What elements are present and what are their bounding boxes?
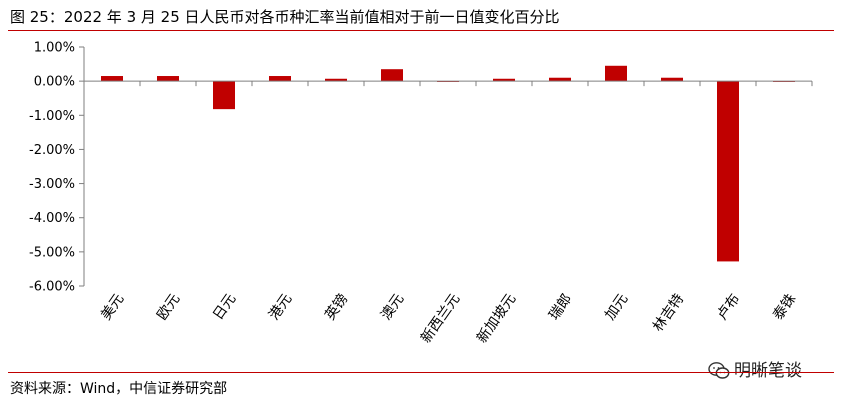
category-label: 澳元: [378, 291, 407, 323]
y-tick-label: 1.00%: [34, 41, 75, 56]
bar-12: [717, 81, 739, 262]
y-tick-label: -4.00%: [29, 211, 75, 226]
bar-9: [549, 77, 571, 82]
y-tick-label: -5.00%: [29, 245, 75, 260]
bar-5: [325, 78, 347, 82]
wechat-icon: [708, 362, 730, 379]
chart-title: 图 25：2022 年 3 月 25 日人民币对各币种汇率当前值相对于前一日值变…: [10, 8, 560, 26]
y-tick-label: 0.00%: [34, 75, 75, 90]
y-tick-label: -6.00%: [29, 280, 75, 295]
y-tick-label: -2.00%: [29, 143, 75, 158]
bar-chart: 1.00% 0.00% -1.00% -2.00% -3.00% -4.00% -5.00%…: [29, 41, 813, 346]
bar-6: [381, 69, 403, 82]
bar-11: [661, 77, 683, 82]
category-label: 新西兰元: [418, 291, 463, 346]
bar-4: [269, 76, 291, 82]
category-label: 新加坡元: [474, 291, 519, 346]
category-label: 卢布: [714, 291, 743, 323]
bar-3: [213, 81, 235, 110]
bar-8: [493, 78, 515, 82]
bar-10: [605, 65, 627, 82]
category-label: 美元: [98, 291, 127, 323]
bar-2: [157, 76, 179, 82]
title-divider: [8, 30, 834, 31]
watermark-text: 明晰笔谈: [734, 361, 802, 381]
category-label: 欧元: [154, 291, 183, 323]
y-tick-label: -3.00%: [29, 177, 75, 192]
source-note: 资料来源：Wind，中信证券研究部: [10, 381, 228, 397]
category-label: 泰铢: [770, 291, 799, 323]
source-divider: [8, 372, 834, 373]
y-tick-label: -1.00%: [29, 109, 75, 124]
category-label: 日元: [210, 291, 239, 323]
watermark: 明晰笔谈: [708, 356, 802, 381]
category-label: 加元: [602, 291, 631, 323]
bar-1: [101, 76, 123, 82]
category-label: 瑞郎: [546, 291, 575, 323]
category-label: 林吉特: [650, 291, 687, 335]
category-label: 英镑: [321, 291, 351, 324]
category-label: 港元: [266, 291, 295, 323]
